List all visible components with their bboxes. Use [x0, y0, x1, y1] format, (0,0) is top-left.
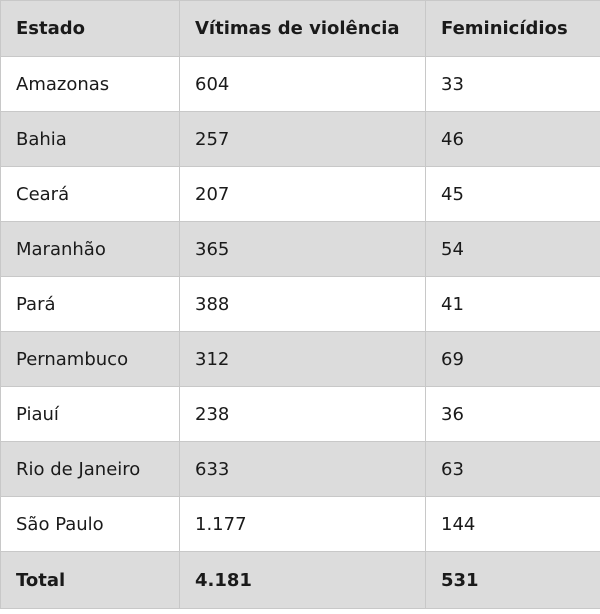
table-footer: Total 4.181 531 — [0, 551, 600, 609]
table-row: Bahia 257 46 — [0, 111, 600, 167]
cell-estado: Rio de Janeiro — [0, 441, 180, 497]
table-row: São Paulo 1.177 144 — [0, 496, 600, 552]
cell-vitimas: 388 — [179, 276, 426, 332]
header-estado: Estado — [0, 0, 180, 57]
cell-estado: Amazonas — [0, 56, 180, 112]
cell-vitimas: 207 — [179, 166, 426, 222]
total-vitimas: 4.181 — [179, 551, 426, 609]
cell-vitimas: 365 — [179, 221, 426, 277]
cell-estado: Maranhão — [0, 221, 180, 277]
cell-feminicidios: 54 — [425, 221, 600, 277]
table-row: Piauí 238 36 — [0, 386, 600, 442]
header-vitimas: Vítimas de violência — [179, 0, 426, 57]
table-row: Pernambuco 312 69 — [0, 331, 600, 387]
total-row: Total 4.181 531 — [0, 551, 600, 609]
cell-feminicidios: 46 — [425, 111, 600, 167]
cell-feminicidios: 36 — [425, 386, 600, 442]
total-label: Total — [0, 551, 180, 609]
cell-vitimas: 1.177 — [179, 496, 426, 552]
cell-feminicidios: 45 — [425, 166, 600, 222]
cell-feminicidios: 33 — [425, 56, 600, 112]
cell-feminicidios: 144 — [425, 496, 600, 552]
table-row: Pará 388 41 — [0, 276, 600, 332]
table-row: Ceará 207 45 — [0, 166, 600, 222]
cell-vitimas: 312 — [179, 331, 426, 387]
table-row: Maranhão 365 54 — [0, 221, 600, 277]
cell-estado: Piauí — [0, 386, 180, 442]
cell-estado: São Paulo — [0, 496, 180, 552]
cell-vitimas: 633 — [179, 441, 426, 497]
table-body: Amazonas 604 33 Bahia 257 46 Ceará 207 4… — [0, 56, 600, 552]
cell-vitimas: 604 — [179, 56, 426, 112]
cell-feminicidios: 69 — [425, 331, 600, 387]
table-row: Rio de Janeiro 633 63 — [0, 441, 600, 497]
cell-estado: Pernambuco — [0, 331, 180, 387]
header-feminicidios: Feminicídios — [425, 0, 600, 57]
cell-vitimas: 257 — [179, 111, 426, 167]
total-feminicidios: 531 — [425, 551, 600, 609]
cell-estado: Pará — [0, 276, 180, 332]
table-header: Estado Vítimas de violência Feminicídios — [0, 0, 600, 57]
header-row: Estado Vítimas de violência Feminicídios — [0, 0, 600, 57]
cell-vitimas: 238 — [179, 386, 426, 442]
cell-feminicidios: 41 — [425, 276, 600, 332]
cell-feminicidios: 63 — [425, 441, 600, 497]
table-row: Amazonas 604 33 — [0, 56, 600, 112]
cell-estado: Ceará — [0, 166, 180, 222]
cell-estado: Bahia — [0, 111, 180, 167]
